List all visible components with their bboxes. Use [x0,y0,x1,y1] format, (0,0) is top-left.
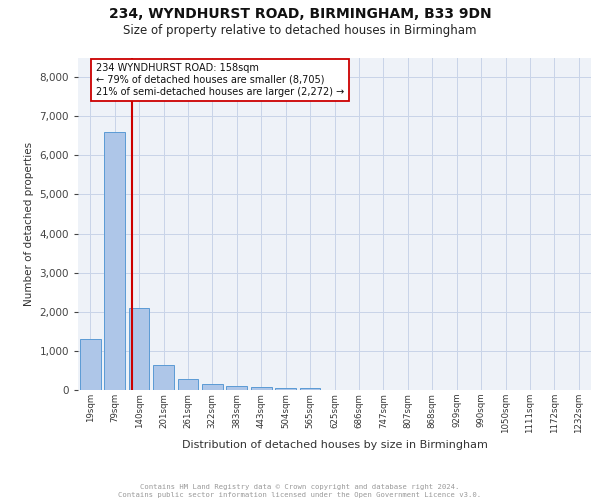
Bar [275,388,296,390]
Text: 234, WYNDHURST ROAD, BIRMINGHAM, B33 9DN: 234, WYNDHURST ROAD, BIRMINGHAM, B33 9DN [109,8,491,22]
Bar [251,388,272,390]
Bar [226,386,247,390]
Text: Contains HM Land Registry data © Crown copyright and database right 2024.
Contai: Contains HM Land Registry data © Crown c… [118,484,482,498]
Bar [80,339,101,390]
Bar [178,380,199,390]
Text: 234 WYNDHURST ROAD: 158sqm
← 79% of detached houses are smaller (8,705)
21% of s: 234 WYNDHURST ROAD: 158sqm ← 79% of deta… [95,64,344,96]
Y-axis label: Number of detached properties: Number of detached properties [24,142,34,306]
Bar [153,364,174,390]
Bar [202,384,223,390]
Bar [104,132,125,390]
Text: Size of property relative to detached houses in Birmingham: Size of property relative to detached ho… [123,24,477,37]
Bar [128,308,149,390]
X-axis label: Distribution of detached houses by size in Birmingham: Distribution of detached houses by size … [182,440,487,450]
Bar [299,388,320,390]
